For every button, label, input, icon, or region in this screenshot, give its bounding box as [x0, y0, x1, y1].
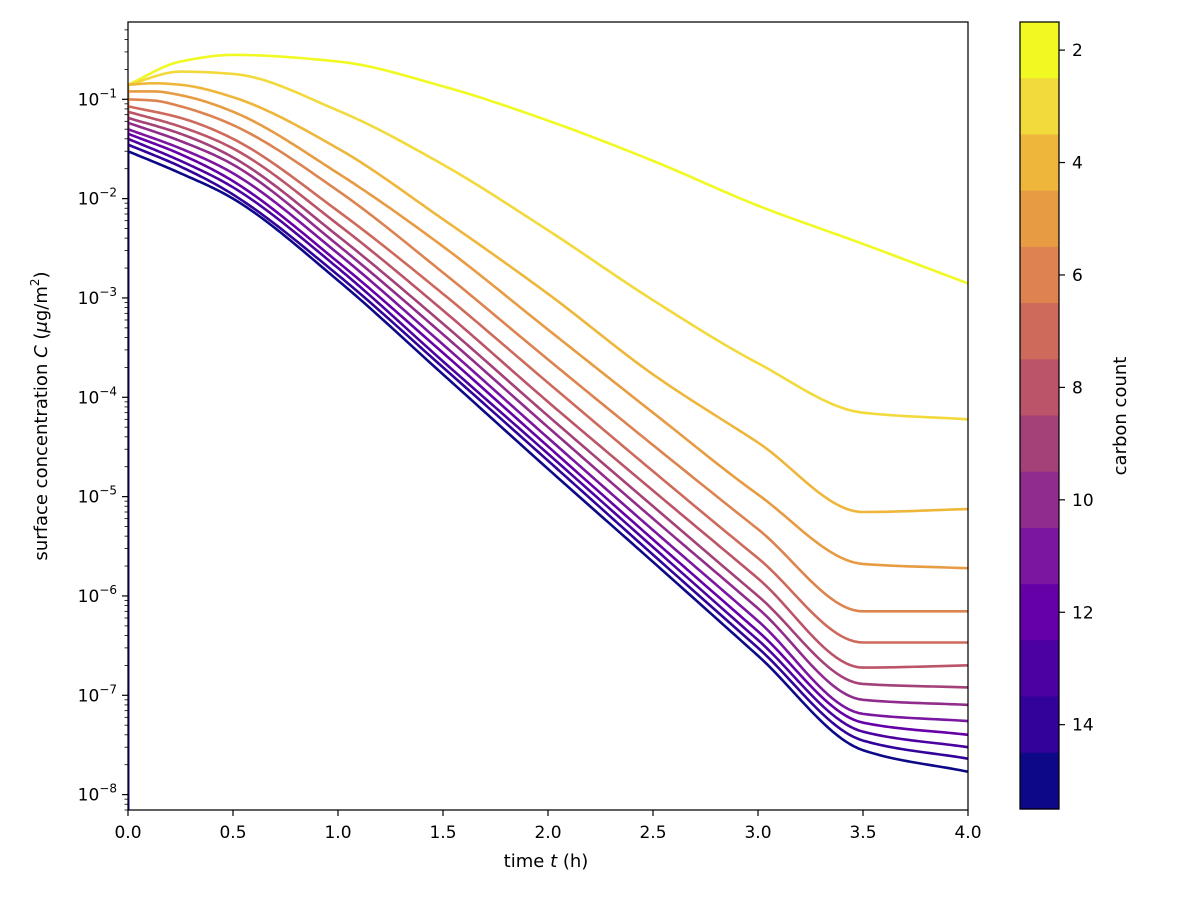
colorbar-band-12 [1020, 584, 1059, 641]
colorbar-band-6 [1020, 246, 1059, 304]
colorbar-frame [1019, 21, 1060, 810]
colorbar-band-13 [1020, 640, 1059, 698]
colorbar-band-15 [1020, 752, 1059, 810]
x-tick-label: 3.0 [744, 823, 771, 843]
colorbar-tick-label: 2 [1072, 41, 1083, 61]
colorbar-band-8 [1020, 359, 1059, 417]
colorbar-label: carbon count [1110, 357, 1131, 476]
colorbar-bands [1020, 22, 1059, 810]
series-line-carbon-8 [128, 110, 968, 810]
y-tick-label: 10−5 [78, 484, 117, 508]
x-axis: 0.0 0.5 1.0 1.5 2.0 2.5 3.0 3.5 4.0 [114, 810, 982, 843]
plot-area [127, 21, 969, 811]
colorbar-band-4 [1020, 134, 1059, 192]
y-tick-label: 10−3 [78, 285, 117, 309]
series-line-carbon-2 [128, 53, 968, 810]
colorbar-tick-label: 6 [1072, 266, 1083, 286]
series-line-carbon-15 [128, 149, 968, 810]
series-line-carbon-5 [128, 90, 968, 810]
x-tick-label: 2.0 [534, 823, 561, 843]
y-tick-label: 10−7 [78, 682, 117, 706]
y-tick-label: 10−8 [78, 782, 117, 806]
series-line-carbon-6 [128, 97, 968, 810]
x-tick-label: 0.5 [219, 823, 246, 843]
colorbar-tick-label: 10 [1072, 491, 1094, 511]
colorbar-tick-label: 14 [1072, 716, 1094, 736]
colorbar-band-10 [1020, 471, 1059, 529]
y-tick-label: 10−2 [78, 186, 117, 210]
x-tick-label: 1.5 [429, 823, 456, 843]
series-line-carbon-11 [128, 127, 968, 810]
x-axis-label: time t (h) [504, 851, 589, 872]
colorbar-band-5 [1020, 190, 1059, 248]
colorbar: 2 4 6 8 10 12 14 carbon count [1019, 21, 1131, 810]
series-line-carbon-9 [128, 116, 968, 810]
colorbar-band-7 [1020, 303, 1059, 360]
y-axis-label: surface concentration C (μg/m2) [28, 271, 52, 560]
colorbar-tick-label: 12 [1072, 603, 1094, 623]
series-line-carbon-14 [128, 143, 968, 810]
series-line-carbon-4 [128, 81, 968, 810]
series-line-carbon-12 [128, 132, 968, 810]
x-tick-label: 1.0 [324, 823, 351, 843]
y-axis: 10−8 10−7 10−6 10−5 10−4 10−3 10−2 10−1 [78, 29, 128, 811]
colorbar-band-2 [1020, 22, 1059, 79]
y-tick-label: 10−4 [78, 384, 117, 408]
colorbar-band-3 [1020, 78, 1059, 136]
x-tick-label: 2.5 [639, 823, 666, 843]
y-tick-label: 10−1 [78, 86, 117, 110]
series-line-carbon-10 [128, 121, 968, 810]
series-line-carbon-7 [128, 105, 968, 810]
colorbar-tick-label: 8 [1072, 378, 1083, 398]
x-tick-label: 3.5 [849, 823, 876, 843]
y-tick-label: 10−6 [78, 583, 117, 607]
x-tick-label: 4.0 [954, 823, 981, 843]
colorbar-band-14 [1020, 696, 1059, 754]
series-layer [128, 53, 968, 810]
colorbar-ticks: 2 4 6 8 10 12 14 [1059, 41, 1094, 736]
series-line-carbon-3 [128, 70, 968, 810]
colorbar-band-9 [1020, 415, 1059, 473]
series-line-carbon-13 [128, 137, 968, 810]
colorbar-tick-label: 4 [1072, 154, 1083, 174]
colorbar-band-11 [1020, 527, 1059, 585]
x-tick-label: 0.0 [114, 823, 141, 843]
